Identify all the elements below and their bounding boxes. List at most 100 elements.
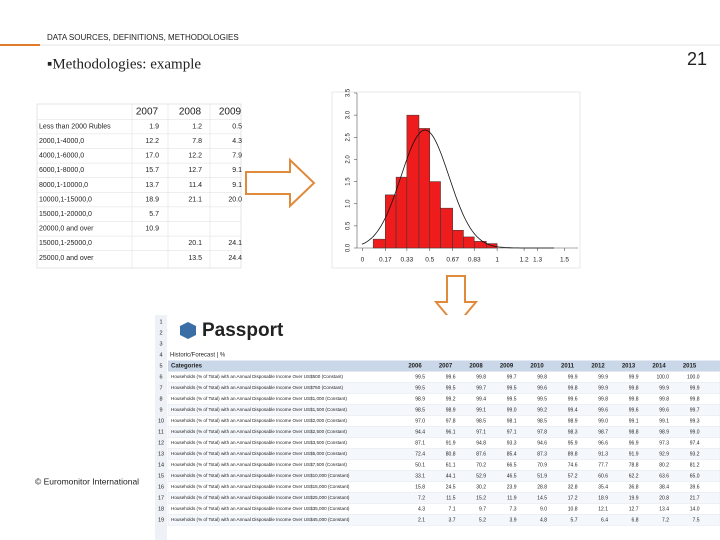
cell-value: 12.7 [629, 506, 639, 512]
cell-value: 93.2 [690, 451, 700, 457]
cell-value: 99.9 [629, 374, 639, 380]
row-number: 19 [158, 517, 164, 523]
cell-value: 9.1 [232, 167, 242, 174]
cell-value: 36.8 [629, 484, 639, 490]
row-label: 6000,1-8000,0 [39, 167, 84, 174]
cell-value: 91.3 [598, 451, 608, 457]
cell-value: 99.9 [568, 374, 578, 380]
cell-value: 3.7 [449, 517, 456, 523]
row-label: Households (% of Total) with an Annual D… [171, 374, 343, 379]
cell-value: 24.5 [446, 484, 456, 490]
cell-value: 99.1 [476, 407, 486, 413]
row-label: Less than 2000 Rubles [39, 123, 111, 130]
cell-value: 96.1 [446, 429, 456, 435]
cell-value: 98.1 [507, 418, 517, 424]
x-tick-label: 0.33 [401, 257, 414, 264]
cell-value: 2.1 [418, 517, 425, 523]
cell-value: 98.5 [476, 418, 486, 424]
cell-value: 24.1 [228, 240, 242, 247]
cell-value: 6.4 [601, 517, 608, 523]
arrow-down [433, 275, 479, 328]
y-tick-label: 1.0 [346, 199, 352, 208]
cell-value: 99.8 [629, 385, 639, 391]
cell-value: 98.9 [659, 429, 669, 435]
cell-value: 0.5 [232, 123, 242, 130]
cell-value: 91.9 [446, 440, 456, 446]
cell-value: 10.8 [568, 506, 578, 512]
cell-value: 87.3 [537, 451, 547, 457]
cell-value: 78.8 [629, 462, 639, 468]
cell-value: 94.8 [476, 440, 486, 446]
cell-value: 50.1 [415, 462, 425, 468]
passport-title: Passport [202, 320, 284, 341]
cell-value: 19.9 [629, 495, 639, 501]
year-header: 2010 [530, 364, 544, 370]
row-number: 2 [159, 330, 162, 336]
cell-value: 96.6 [598, 440, 608, 446]
x-tick-label: 1.3 [533, 257, 542, 264]
cell-value: 1.2 [192, 123, 202, 130]
cell-value: 99.2 [537, 407, 547, 413]
cell-value: 1.9 [149, 123, 159, 130]
row-number: 8 [159, 396, 162, 402]
cell-value: 7.9 [232, 153, 242, 160]
cell-value: 77.7 [598, 462, 608, 468]
cell-value: 17.0 [145, 153, 159, 160]
histogram-bar [372, 238, 386, 249]
row-number: 13 [158, 451, 164, 457]
table-background [36, 103, 242, 269]
page-number: 21 [687, 49, 707, 69]
year-header: 2011 [561, 364, 575, 370]
cell-value: 87.1 [415, 440, 425, 446]
cell-value: 97.1 [507, 429, 517, 435]
row-label: 2000,1-4000,0 [39, 138, 84, 145]
histogram: 0.0 0.5 1.0 1.5 2.0 2.5 3.0 3.5 0 0.17 0.33 0.5 0.67… [346, 88, 578, 264]
cell-value: 57.2 [568, 473, 578, 479]
y-tick-label: 0.0 [346, 243, 352, 252]
column-header: 2008 [179, 107, 202, 118]
slide-title: ▪Methodologies: example [47, 56, 201, 72]
cell-value: 52.9 [476, 473, 486, 479]
row-label: Households (% of Total) with an Annual D… [171, 484, 350, 489]
cell-value: 99.6 [598, 407, 608, 413]
year-header: 2007 [439, 364, 453, 370]
cell-value: 87.6 [476, 451, 486, 457]
row-number: 7 [159, 385, 162, 391]
cell-value: 85.4 [507, 451, 517, 457]
row-number: 11 [158, 429, 164, 435]
cell-value: 51.9 [537, 473, 547, 479]
x-tick-label: 0 [361, 257, 365, 264]
cell-value: 92.9 [659, 451, 669, 457]
cell-value: 99.8 [690, 396, 700, 402]
cell-value: 96.9 [629, 440, 639, 446]
cell-value: 11.5 [446, 495, 456, 501]
histogram-bar [418, 128, 431, 249]
cell-value: 63.6 [659, 473, 669, 479]
row-number: 15 [158, 473, 164, 479]
cell-value: 99.5 [507, 385, 517, 391]
cell-value: 17.2 [568, 495, 578, 501]
cell-value: 99.1 [629, 418, 639, 424]
cell-value: 70.2 [476, 462, 486, 468]
year-header: 2014 [652, 364, 666, 370]
row-label: 25000,0 and over [39, 255, 94, 262]
cell-value: 97.0 [415, 418, 425, 424]
cell-value: 99.4 [476, 396, 486, 402]
cell-value: 97.4 [690, 440, 700, 446]
cell-value: 18.9 [598, 495, 608, 501]
cell-value: 35.4 [598, 484, 608, 490]
cell-value: 99.0 [507, 407, 517, 413]
cell-value: 5.2 [479, 517, 486, 523]
row-band [167, 514, 720, 526]
cell-value: 7.2 [662, 517, 669, 523]
histogram-bar [395, 176, 408, 249]
cell-value: 11.9 [507, 495, 517, 501]
cell-value: 12.2 [188, 153, 202, 160]
year-header: 2009 [500, 364, 514, 370]
cell-value: 21.1 [188, 196, 202, 203]
cell-value: 99.4 [568, 407, 578, 413]
cell-value: 30.2 [476, 484, 486, 490]
cell-value: 21.7 [690, 495, 700, 501]
cell-value: 38.4 [659, 484, 669, 490]
row-number: 4 [159, 352, 162, 358]
